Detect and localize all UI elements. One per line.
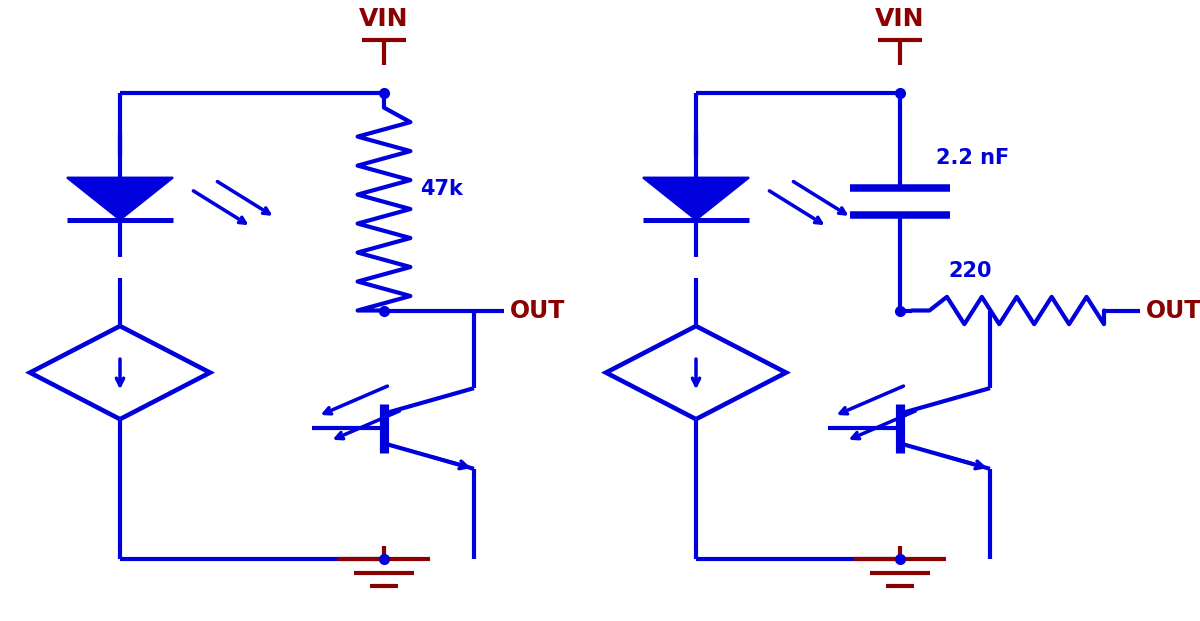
Text: VIN: VIN	[359, 7, 409, 31]
Text: OUT: OUT	[510, 299, 565, 322]
Text: 47k: 47k	[420, 179, 463, 199]
Polygon shape	[643, 178, 749, 220]
Polygon shape	[67, 178, 173, 220]
Text: 220: 220	[948, 261, 991, 281]
Text: OUT: OUT	[1146, 299, 1200, 322]
Text: 2.2 nF: 2.2 nF	[936, 148, 1009, 168]
Text: VIN: VIN	[875, 7, 925, 31]
